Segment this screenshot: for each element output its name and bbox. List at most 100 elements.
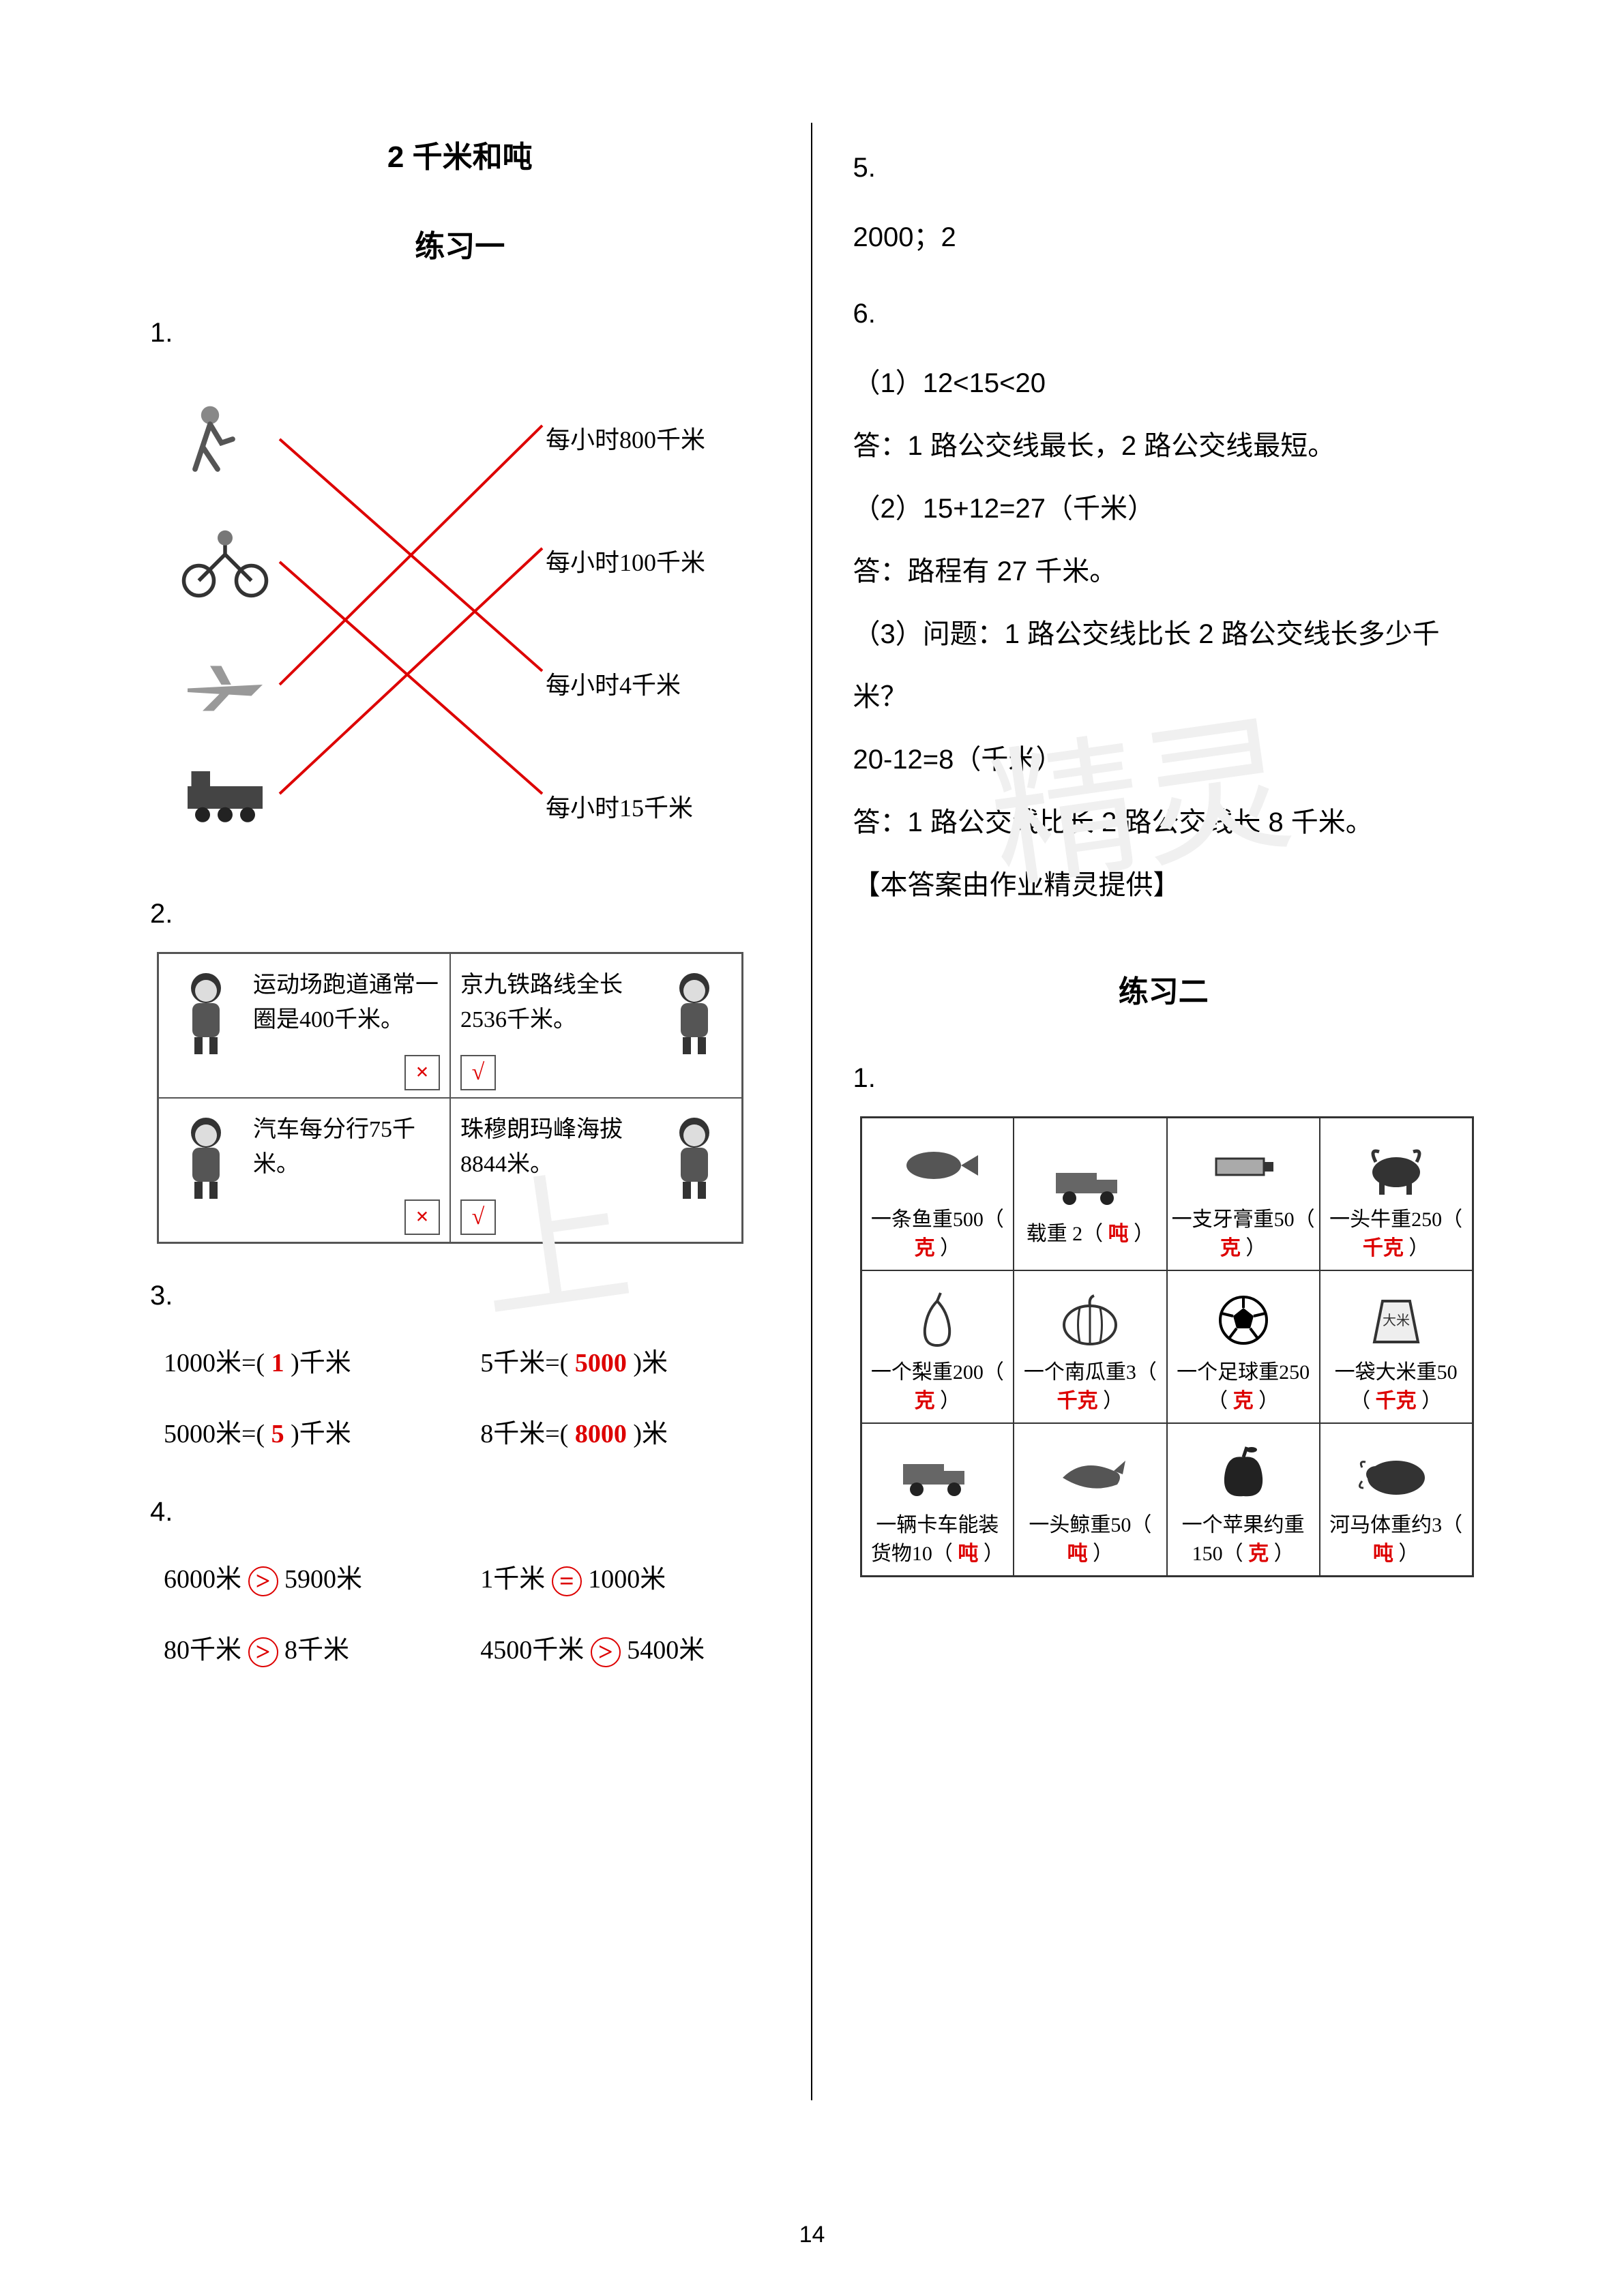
practice2-title: 练习二	[853, 957, 1475, 1026]
p2-cell: 一袋大米重50（ 千克 ）	[1320, 1270, 1473, 1423]
truck-icon	[1018, 1142, 1162, 1217]
answer-mark: √	[460, 1199, 496, 1235]
q4-comparison: 80千米 > 8千米	[164, 1621, 453, 1680]
p2-text: 一条鱼重500（ 克 ）	[866, 1206, 1009, 1263]
answer-mark: ×	[404, 1199, 440, 1235]
p2-cell: 一个苹果约重150（ 克 ）	[1167, 1423, 1320, 1577]
answer: 吨	[1108, 1223, 1129, 1245]
q2-text: 京九铁路线全长2536千米。	[460, 968, 647, 1037]
answer: 克	[915, 1390, 935, 1412]
q1-item-plane	[171, 644, 280, 726]
answer-operator: =	[552, 1566, 582, 1596]
q1-item-train	[171, 753, 280, 835]
q6-line: 【本答案由作业精灵提供】	[853, 854, 1475, 916]
left-column: 2 千米和吨 练习一 1. 每小时800千米每小时100千米每小时4千米每小时1…	[123, 123, 812, 2100]
q1-label: 每小时15千米	[546, 780, 693, 837]
q4-comparisons: 6000米 > 5900米 1千米 = 1000米 80千米 > 8千米 4500千米…	[164, 1550, 770, 1680]
answer: 克	[1220, 1237, 1241, 1259]
pumpkin-icon	[1018, 1281, 1162, 1356]
truck-icon	[866, 1433, 1009, 1508]
q3-equation: 5000米=( 5 )千米	[164, 1405, 453, 1464]
q6-line: 20-12=8（千米）	[853, 728, 1475, 791]
q4-comparison: 1千米 = 1000米	[480, 1550, 769, 1609]
p2-cell: 一头鲸重50（ 吨 ）	[1014, 1423, 1166, 1577]
q2-cell: 珠穆朗玛峰海拔8844米。√	[450, 1098, 743, 1243]
q1-label: 每小时800千米	[546, 412, 705, 468]
answer: 吨	[1067, 1542, 1088, 1565]
hippo-icon	[1325, 1433, 1468, 1508]
kid-icon	[168, 1112, 243, 1201]
q6-line: 答：1 路公交线比长 2 路公交线长 8 千米。	[853, 791, 1475, 854]
answer: 千克	[1376, 1390, 1417, 1412]
q6-line: （3）问题：1 路公交线比长 2 路公交线长多少千米？	[853, 603, 1475, 728]
p2-cell: 一个梨重200（ 克 ）	[861, 1270, 1014, 1423]
answer: 千克	[1057, 1390, 1098, 1412]
q2-table: 运动场跑道通常一圈是400千米。×京九铁路线全长2536千米。√汽车每分行75千…	[157, 952, 743, 1244]
q1-matching-diagram: 每小时800千米每小时100千米每小时4千米每小时15千米	[164, 371, 750, 862]
p2-text: 一头牛重250（ 千克 ）	[1325, 1206, 1468, 1263]
p2-cell: 一头牛重250（ 千克 ）	[1320, 1118, 1473, 1271]
answer: 千克	[1363, 1237, 1404, 1259]
q6-line: 答：1 路公交线最长，2 路公交线最短。	[853, 415, 1475, 477]
page-number: 14	[799, 2222, 825, 2248]
ox-icon	[1325, 1128, 1468, 1203]
answer-operator: >	[591, 1637, 621, 1667]
p2-q1-number: 1.	[853, 1047, 1475, 1109]
p2-cell: 一支牙膏重50（ 克 ）	[1167, 1118, 1320, 1271]
q3-equations: 1000米=( 1 )千米 5千米=( 5000 )米 5000米=( 5 )千米 8…	[164, 1334, 770, 1464]
q1-item-runner	[171, 398, 280, 480]
p2-table: 一条鱼重500（ 克 ） 载重 2（ 吨 ） 一支牙膏重50（ 克 ）一头牛重250…	[860, 1116, 1474, 1577]
answer: 克	[1233, 1390, 1254, 1412]
q1-label: 每小时4千米	[546, 657, 681, 714]
kid-icon	[657, 968, 732, 1056]
right-column: 5. 2000；2 6. （1）12<15<20答：1 路公交线最长，2 路公交…	[812, 123, 1502, 2100]
p2-text: 河马体重约3（ 吨 ）	[1325, 1511, 1468, 1568]
q6-line: （1）12<15<20	[853, 352, 1475, 415]
p2-cell: 河马体重约3（ 吨 ）	[1320, 1423, 1473, 1577]
answer: 5	[271, 1420, 284, 1448]
answer: 吨	[1373, 1542, 1393, 1565]
p2-text: 载重 2（ 吨 ）	[1018, 1220, 1162, 1249]
q5-number: 5.	[853, 136, 1475, 199]
q5-answer: 2000；2	[853, 206, 1475, 269]
p2-cell: 一条鱼重500（ 克 ）	[861, 1118, 1014, 1271]
p2-text: 一支牙膏重50（ 克 ）	[1172, 1206, 1315, 1263]
p2-text: 一辆卡车能装货物10（ 吨 ）	[866, 1511, 1009, 1568]
whale-icon	[1018, 1433, 1162, 1508]
q3-equation: 5千米=( 5000 )米	[480, 1334, 769, 1393]
q3-equation: 8千米=( 8000 )米	[480, 1405, 769, 1464]
q6-body: （1）12<15<20答：1 路公交线最长，2 路公交线最短。（2）15+12=…	[853, 352, 1475, 916]
answer: 1	[271, 1349, 284, 1377]
q4-comparison: 6000米 > 5900米	[164, 1550, 453, 1609]
kid-icon	[168, 968, 243, 1056]
p2-text: 一袋大米重50（ 千克 ）	[1325, 1358, 1468, 1416]
q2-number: 2.	[150, 882, 770, 945]
q1-number: 1.	[150, 301, 770, 364]
answer: 5000	[575, 1349, 627, 1377]
q6-number: 6.	[853, 282, 1475, 345]
q2-text: 运动场跑道通常一圈是400千米。	[253, 968, 440, 1037]
q1-label: 每小时100千米	[546, 535, 705, 591]
toothpaste-icon	[1172, 1128, 1315, 1203]
answer-operator: >	[248, 1637, 278, 1667]
q1-item-cyclist	[171, 521, 280, 603]
q2-cell: 运动场跑道通常一圈是400千米。×	[158, 953, 451, 1099]
p2-text: 一个苹果约重150（ 克 ）	[1172, 1511, 1315, 1568]
pear-icon	[866, 1281, 1009, 1356]
section-title: 2 千米和吨	[150, 123, 770, 192]
p2-cell: 载重 2（ 吨 ）	[1014, 1118, 1166, 1271]
p2-cell: 一个南瓜重3（ 千克 ）	[1014, 1270, 1166, 1423]
q3-equation: 1000米=( 1 )千米	[164, 1334, 453, 1393]
p2-cell: 一个足球重250（ 克 ）	[1167, 1270, 1320, 1423]
p2-text: 一个梨重200（ 克 ）	[866, 1358, 1009, 1416]
practice1-title: 练习一	[150, 212, 770, 281]
answer: 克	[915, 1237, 935, 1259]
answer-operator: >	[248, 1566, 278, 1596]
answer-mark: √	[460, 1055, 496, 1090]
q3-number: 3.	[150, 1264, 770, 1327]
p2-text: 一头鲸重50（ 吨 ）	[1018, 1511, 1162, 1568]
q4-comparison: 4500千米 > 5400米	[480, 1621, 769, 1680]
ball-icon	[1172, 1281, 1315, 1356]
fish-icon	[866, 1128, 1009, 1203]
p2-cell: 一辆卡车能装货物10（ 吨 ）	[861, 1423, 1014, 1577]
